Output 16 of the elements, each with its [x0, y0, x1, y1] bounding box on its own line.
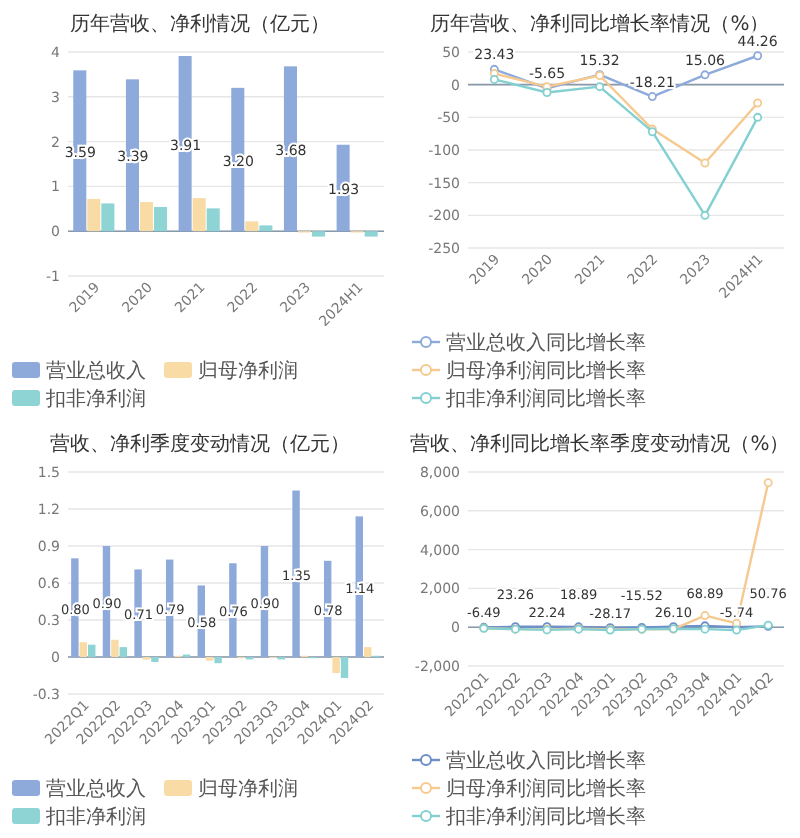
legend-label: 营业总收入 [46, 359, 146, 383]
legend-label: 营业总收入同比增长率 [446, 331, 646, 355]
legend-label: 归母净利润同比增长率 [446, 359, 646, 383]
legend-label: 扣非净利润 [44, 387, 146, 411]
legend-label: 营业总收入 [46, 777, 146, 801]
legend-label: 归母净利润 [198, 777, 298, 801]
legend-label: 归母净利润同比增长率 [446, 777, 646, 801]
legend-label: 扣非净利润 [44, 805, 146, 829]
chart-title: 营收、净利同比增长率季度变动情况（%） [410, 432, 790, 456]
chart-title: 历年营收、净利同比增长率情况（%） [430, 12, 770, 36]
chart-title: 营收、净利季度变动情况（亿元） [50, 432, 350, 456]
legend-label: 营业总收入同比增长率 [446, 749, 646, 773]
legend-label: 扣非净利润同比增长率 [444, 387, 646, 411]
legend-label: 扣非净利润同比增长率 [444, 805, 646, 829]
chart-title: 历年营收、净利情况（亿元） [70, 12, 330, 36]
legend-label: 归母净利润 [198, 359, 298, 383]
